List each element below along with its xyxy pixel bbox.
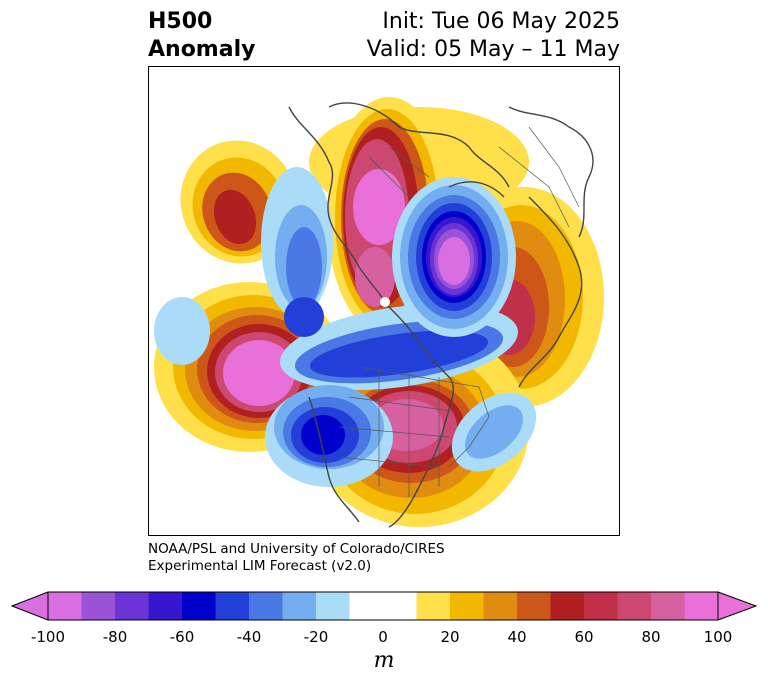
colorbar-segment bbox=[316, 592, 350, 620]
colorbar-segment bbox=[215, 592, 250, 620]
map-canvas bbox=[154, 97, 604, 528]
colorbar-segment bbox=[115, 592, 149, 620]
colorbar-unit: m bbox=[373, 648, 395, 673]
colorbar-segment bbox=[651, 592, 685, 620]
credit-line-1: NOAA/PSL and University of Colorado/CIRE… bbox=[148, 541, 445, 557]
colorbar-outline bbox=[47, 591, 719, 621]
colorbar-segment bbox=[684, 592, 719, 620]
credit-text: NOAA/PSL and University of Colorado/CIRE… bbox=[148, 541, 445, 575]
colorbar-segment bbox=[483, 592, 518, 620]
anomaly-negative-western-na bbox=[265, 304, 518, 487]
borders bbox=[338, 126, 580, 497]
colorbar-tick-label: 60 bbox=[574, 628, 594, 646]
colorbar-segment bbox=[349, 592, 384, 620]
colorbar-segment bbox=[383, 592, 417, 620]
north-pole-marker bbox=[380, 297, 390, 307]
colorbar-segment bbox=[416, 592, 451, 620]
colorbar-tick-label: 20 bbox=[440, 628, 460, 646]
coastlines bbox=[288, 102, 594, 528]
colorbar-segment bbox=[617, 592, 652, 620]
colorbar-segment bbox=[182, 592, 216, 620]
init-date: Init: Tue 06 May 2025 bbox=[382, 9, 620, 34]
colorbar-segment bbox=[48, 592, 82, 620]
colorbar-segment bbox=[81, 592, 116, 620]
colorbar-min-arrow bbox=[10, 591, 49, 621]
colorbar-tick-label: -80 bbox=[102, 628, 128, 646]
colorbar-segment bbox=[249, 592, 283, 620]
title-line-2: Anomaly bbox=[148, 37, 256, 62]
anomaly-map bbox=[148, 66, 620, 536]
anomaly-negative-atlantic bbox=[451, 392, 537, 472]
credit-line-2: Experimental LIM Forecast (v2.0) bbox=[148, 558, 372, 574]
colorbar-segment bbox=[450, 592, 484, 620]
colorbar-max-arrow bbox=[717, 591, 758, 621]
colorbar-tick-label: 100 bbox=[703, 628, 733, 646]
colorbar-segment bbox=[517, 592, 551, 620]
colorbar-tick-label: -100 bbox=[30, 628, 66, 646]
colorbar bbox=[10, 591, 758, 621]
title-line-1: H500 bbox=[148, 9, 213, 34]
colorbar-segment bbox=[148, 592, 183, 620]
map-title: H500 Anomaly bbox=[148, 8, 255, 64]
forecast-dates: Init: Tue 06 May 2025 Valid: 05 May – 11… bbox=[367, 8, 620, 64]
colorbar-segment bbox=[282, 592, 317, 620]
colorbar-tick-label: -60 bbox=[169, 628, 195, 646]
anomaly-negative-alaska bbox=[261, 167, 333, 337]
colorbar-tick-label: -40 bbox=[236, 628, 262, 646]
colorbar-tick-label: -20 bbox=[303, 628, 329, 646]
colorbar-tick-label: 40 bbox=[507, 628, 527, 646]
colorbar-tick-label: 80 bbox=[641, 628, 661, 646]
anomaly-negative-west-pacific bbox=[154, 297, 210, 365]
anomaly-negative-russia bbox=[392, 177, 516, 337]
colorbar-segment bbox=[584, 592, 618, 620]
colorbar-tick-label: 0 bbox=[378, 628, 388, 646]
colorbar-segment bbox=[550, 592, 585, 620]
valid-dates: Valid: 05 May – 11 May bbox=[366, 37, 620, 62]
